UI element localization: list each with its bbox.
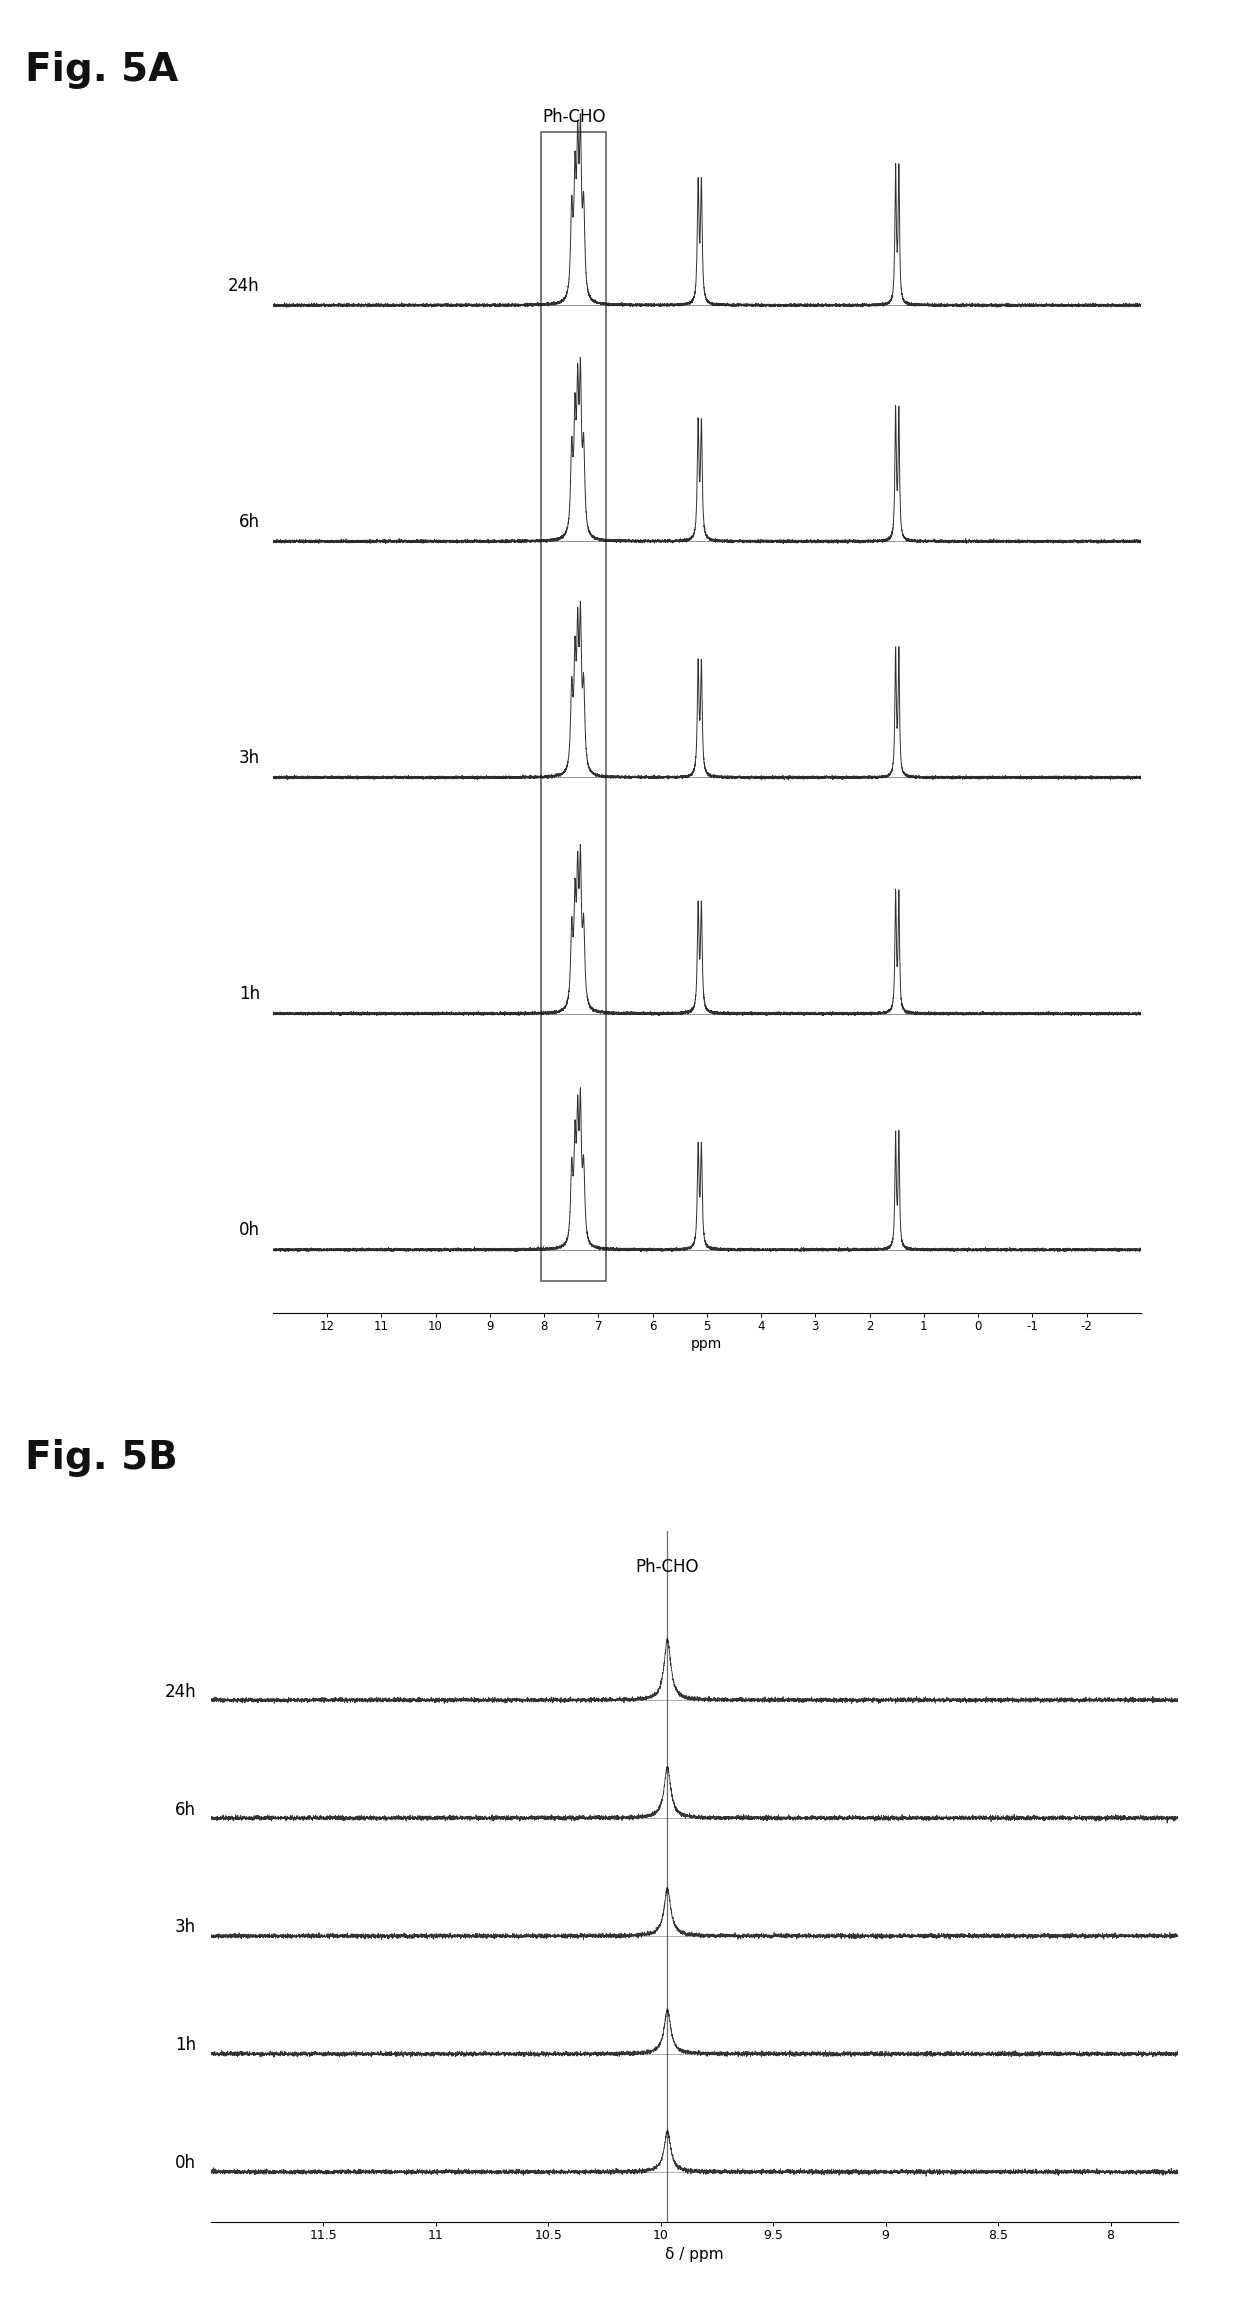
Text: 3h: 3h <box>238 748 260 767</box>
Bar <box>542 131 606 1280</box>
Text: 6h: 6h <box>239 514 260 530</box>
Text: 1h: 1h <box>238 986 260 1002</box>
Text: Ph-CHO: Ph-CHO <box>542 108 605 127</box>
Text: Fig. 5B: Fig. 5B <box>25 1439 177 1479</box>
Text: 3h: 3h <box>175 1918 196 1937</box>
Text: 0h: 0h <box>175 2153 196 2172</box>
Text: 24h: 24h <box>228 276 260 295</box>
Text: Fig. 5A: Fig. 5A <box>25 51 179 90</box>
Text: 1h: 1h <box>175 2036 196 2054</box>
Text: 0h: 0h <box>239 1221 260 1239</box>
X-axis label: ppm: ppm <box>691 1336 723 1352</box>
Text: Ph-CHO: Ph-CHO <box>636 1559 699 1578</box>
Text: 6h: 6h <box>175 1801 196 1819</box>
Text: 24h: 24h <box>165 1683 196 1700</box>
X-axis label: δ / ppm: δ / ppm <box>665 2245 724 2262</box>
